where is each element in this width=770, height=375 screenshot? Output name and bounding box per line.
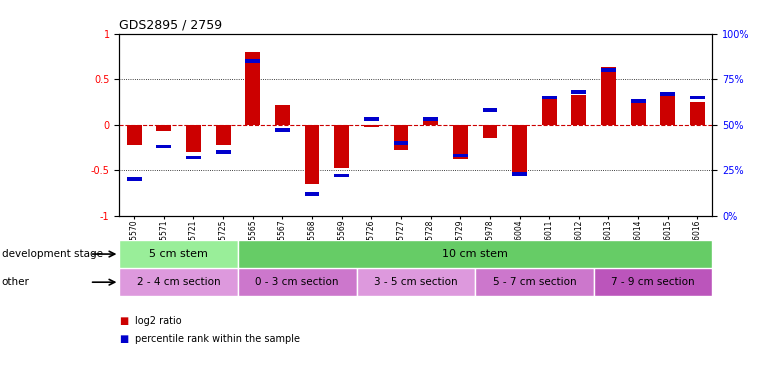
Bar — [601, 68, 616, 72]
Bar — [186, 156, 201, 159]
Text: other: other — [2, 277, 29, 287]
Bar — [571, 90, 586, 94]
Bar — [631, 102, 645, 125]
Bar — [393, 141, 408, 145]
Bar — [119, 268, 238, 296]
Bar — [334, 125, 349, 168]
Bar — [512, 125, 527, 175]
Bar — [542, 96, 557, 99]
Text: 10 cm stem: 10 cm stem — [442, 249, 508, 259]
Bar — [216, 150, 230, 154]
Text: development stage: development stage — [2, 249, 102, 259]
Bar — [334, 174, 349, 177]
Text: 3 - 5 cm section: 3 - 5 cm section — [374, 277, 457, 287]
Bar — [631, 99, 645, 103]
Bar — [393, 125, 408, 150]
Bar — [275, 128, 290, 132]
Bar — [483, 108, 497, 112]
Bar — [661, 92, 675, 96]
Text: 0 - 3 cm section: 0 - 3 cm section — [256, 277, 339, 287]
Text: 7 - 9 cm section: 7 - 9 cm section — [611, 277, 695, 287]
Bar — [453, 125, 467, 159]
Text: ■: ■ — [119, 334, 129, 344]
Bar — [453, 154, 467, 158]
Bar — [475, 268, 594, 296]
Bar — [661, 94, 675, 125]
Bar — [512, 172, 527, 176]
Bar — [483, 125, 497, 138]
Bar — [305, 192, 320, 196]
Bar — [246, 52, 260, 125]
Bar — [127, 125, 142, 145]
Bar — [156, 145, 171, 148]
Text: ■: ■ — [119, 316, 129, 326]
Bar — [594, 268, 712, 296]
Text: 2 - 4 cm section: 2 - 4 cm section — [137, 277, 220, 287]
Bar — [305, 125, 320, 184]
Bar — [357, 268, 475, 296]
Bar — [127, 177, 142, 181]
Text: log2 ratio: log2 ratio — [135, 316, 182, 326]
Text: 5 cm stem: 5 cm stem — [149, 249, 208, 259]
Bar — [364, 125, 379, 128]
Text: 5 - 7 cm section: 5 - 7 cm section — [493, 277, 576, 287]
Bar — [690, 96, 705, 99]
Bar — [364, 117, 379, 121]
Bar — [238, 268, 357, 296]
Bar — [424, 117, 438, 121]
Bar — [216, 125, 230, 145]
Text: GDS2895 / 2759: GDS2895 / 2759 — [119, 18, 223, 31]
Bar — [156, 125, 171, 131]
Text: percentile rank within the sample: percentile rank within the sample — [135, 334, 300, 344]
Bar — [275, 105, 290, 125]
Bar — [690, 102, 705, 125]
Bar — [571, 94, 586, 125]
Bar — [119, 240, 238, 268]
Bar — [186, 125, 201, 152]
Bar — [246, 59, 260, 63]
Bar — [238, 240, 712, 268]
Bar — [542, 99, 557, 125]
Bar — [601, 68, 616, 125]
Bar — [424, 121, 438, 125]
